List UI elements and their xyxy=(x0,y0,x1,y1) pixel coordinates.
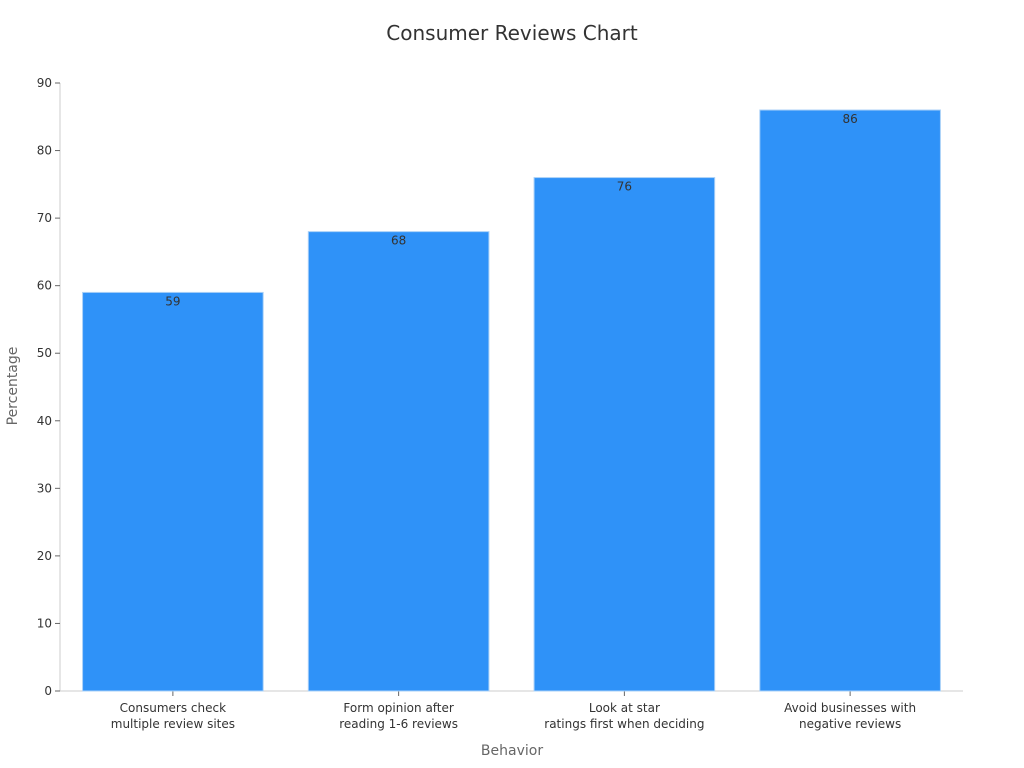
bar[interactable] xyxy=(307,231,490,692)
bars-group xyxy=(82,109,941,692)
y-tick-label: 20 xyxy=(37,549,52,563)
y-tick-label: 0 xyxy=(44,684,52,698)
bar-value-label: 76 xyxy=(617,180,632,194)
y-tick-label: 50 xyxy=(37,346,52,360)
y-tick-label: 80 xyxy=(37,144,52,158)
chart-title: Consumer Reviews Chart xyxy=(386,21,638,45)
y-tick-label: 30 xyxy=(37,481,52,495)
y-axis: 0 10 20 30 40 50 60 70 80 90 xyxy=(37,76,61,698)
x-tick-label: multiple review sites xyxy=(111,717,235,731)
x-tick-label: Consumers check xyxy=(120,701,226,715)
y-tick-label: 70 xyxy=(37,211,52,225)
y-tick-label: 40 xyxy=(37,414,52,428)
x-tick-label: reading 1-6 reviews xyxy=(339,717,458,731)
x-tick-label: Look at star xyxy=(589,701,660,715)
bar[interactable] xyxy=(533,177,716,692)
x-tick-label: Avoid businesses with xyxy=(784,701,916,715)
bar[interactable] xyxy=(759,109,941,692)
x-axis-title: Behavior xyxy=(481,743,543,759)
data-labels-group: 59 68 76 86 xyxy=(165,112,858,308)
bar-value-label: 59 xyxy=(165,294,180,308)
y-axis-title: Percentage xyxy=(5,347,21,426)
bar[interactable] xyxy=(82,291,264,692)
bar-value-label: 68 xyxy=(391,234,406,248)
x-tick-label: negative reviews xyxy=(799,717,901,731)
y-tick-label: 90 xyxy=(37,76,52,90)
y-tick-label: 10 xyxy=(37,616,52,630)
x-tick-label: ratings first when deciding xyxy=(544,717,704,731)
x-tick-label: Form opinion after xyxy=(343,701,453,715)
y-tick-label: 60 xyxy=(37,279,52,293)
bar-value-label: 86 xyxy=(842,112,857,126)
x-axis: Consumers check multiple review sites Form… xyxy=(60,690,963,731)
